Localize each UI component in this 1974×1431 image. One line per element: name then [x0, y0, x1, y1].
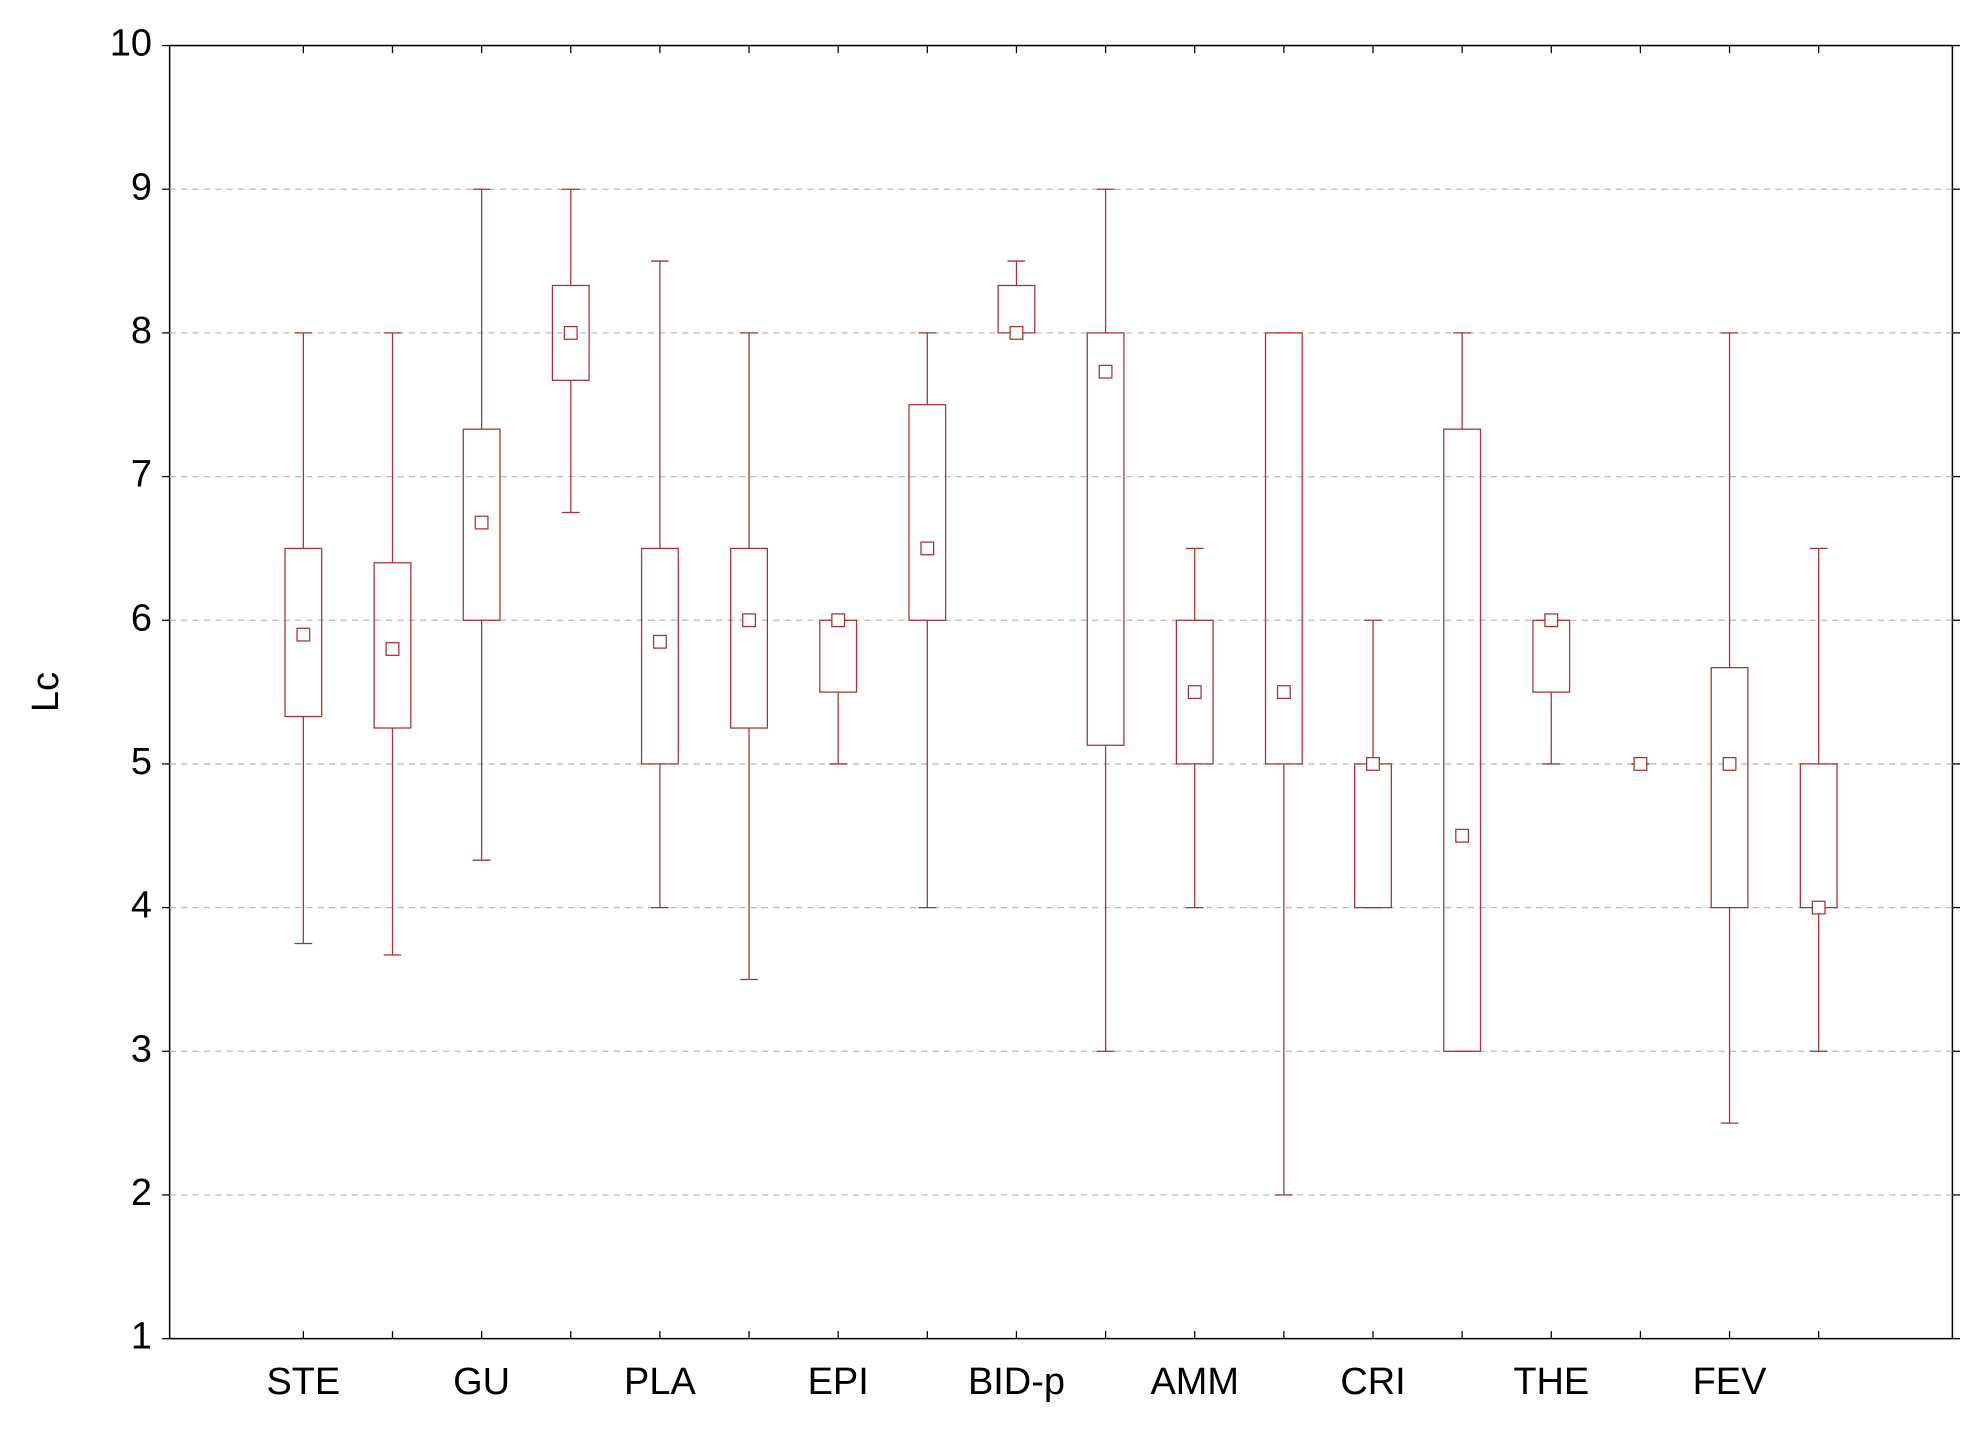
box: [730, 547, 769, 729]
mean-marker: [1722, 756, 1737, 771]
mean-marker: [1187, 685, 1202, 700]
y-tick-label: 3: [131, 1028, 152, 1070]
box: [373, 562, 412, 729]
box: [462, 428, 501, 621]
mean-marker: [1366, 756, 1380, 771]
box: [1264, 332, 1303, 765]
y-axis-label: Lc: [25, 672, 67, 712]
mean-marker: [1544, 613, 1559, 628]
box: [908, 404, 947, 621]
mean-marker: [385, 642, 400, 656]
mean-marker: [474, 515, 489, 530]
mean-marker: [1455, 828, 1470, 843]
mean-marker: [652, 634, 667, 649]
x-tick-label: STE: [266, 1361, 340, 1403]
y-tick-label: 8: [131, 310, 152, 352]
y-tick-label: 10: [110, 23, 152, 65]
box: [1532, 619, 1571, 693]
y-tick-label: 7: [131, 454, 152, 496]
box: [551, 284, 590, 381]
x-tick-label: PLA: [624, 1361, 696, 1403]
mean-marker: [1633, 756, 1648, 771]
box: [1443, 428, 1482, 1052]
mean-marker: [296, 627, 311, 642]
mean-marker: [920, 541, 935, 556]
x-tick-label: FEV: [1693, 1361, 1767, 1403]
y-tick-label: 1: [131, 1316, 152, 1358]
x-tick-label: EPI: [808, 1361, 869, 1403]
plot-frame: [168, 44, 1954, 1340]
box: [1354, 763, 1392, 909]
x-tick-label: CRI: [1340, 1361, 1405, 1403]
mean-marker: [1811, 900, 1826, 915]
x-tick-label: GU: [453, 1361, 510, 1403]
box: [819, 619, 858, 693]
box: [997, 284, 1036, 334]
y-tick-label: 5: [131, 741, 152, 783]
box: [1086, 332, 1125, 746]
x-tick-label: BID-p: [968, 1361, 1065, 1403]
box: [640, 547, 679, 765]
y-tick-label: 6: [131, 597, 152, 639]
mean-marker: [1276, 685, 1291, 700]
box: [1710, 667, 1749, 909]
mean-marker: [742, 613, 756, 628]
box: [1175, 619, 1214, 765]
x-tick-label: AMM: [1150, 1361, 1239, 1403]
mean-marker: [1098, 364, 1113, 379]
box: [1799, 763, 1838, 909]
y-tick-label: 2: [131, 1172, 152, 1214]
mean-marker: [1009, 325, 1024, 340]
x-tick-label: THE: [1513, 1361, 1589, 1403]
mean-marker: [563, 325, 578, 340]
mean-marker: [831, 613, 846, 628]
y-tick-label: 9: [131, 166, 152, 208]
y-tick-label: 4: [131, 885, 152, 927]
box: [284, 547, 323, 718]
